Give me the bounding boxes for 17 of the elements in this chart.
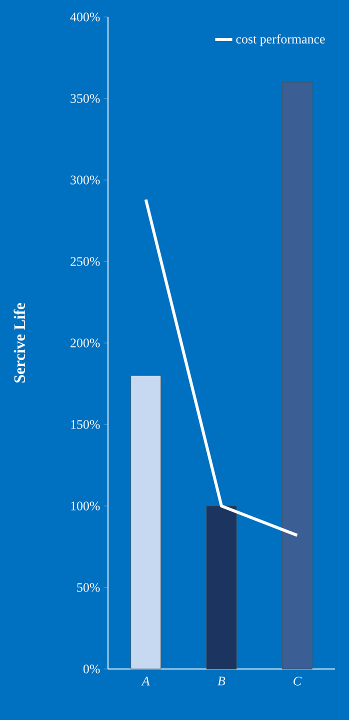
y-tick-label: 100%: [71, 502, 100, 510]
legend-label: cost performance: [236, 34, 325, 46]
x-tick-label: C: [294, 676, 302, 686]
y-tick-label: 200%: [70, 338, 100, 348]
y-tick-label: 300%: [70, 176, 100, 184]
y-tick-label: 150%: [71, 420, 100, 429]
bar: [206, 506, 237, 670]
y-tick-label: 350%: [70, 94, 100, 103]
y-tick-label: 50%: [77, 583, 100, 592]
y-tick-label: 400%: [70, 12, 100, 22]
y-tick-label: 250%: [70, 257, 100, 266]
x-tick-label: A: [141, 676, 150, 686]
bar: [130, 375, 162, 670]
y-tick-label: 0%: [83, 664, 100, 674]
y-axis-title: Sercive Life: [14, 303, 26, 382]
bar: [282, 82, 312, 670]
x-tick-label: B: [218, 676, 226, 686]
